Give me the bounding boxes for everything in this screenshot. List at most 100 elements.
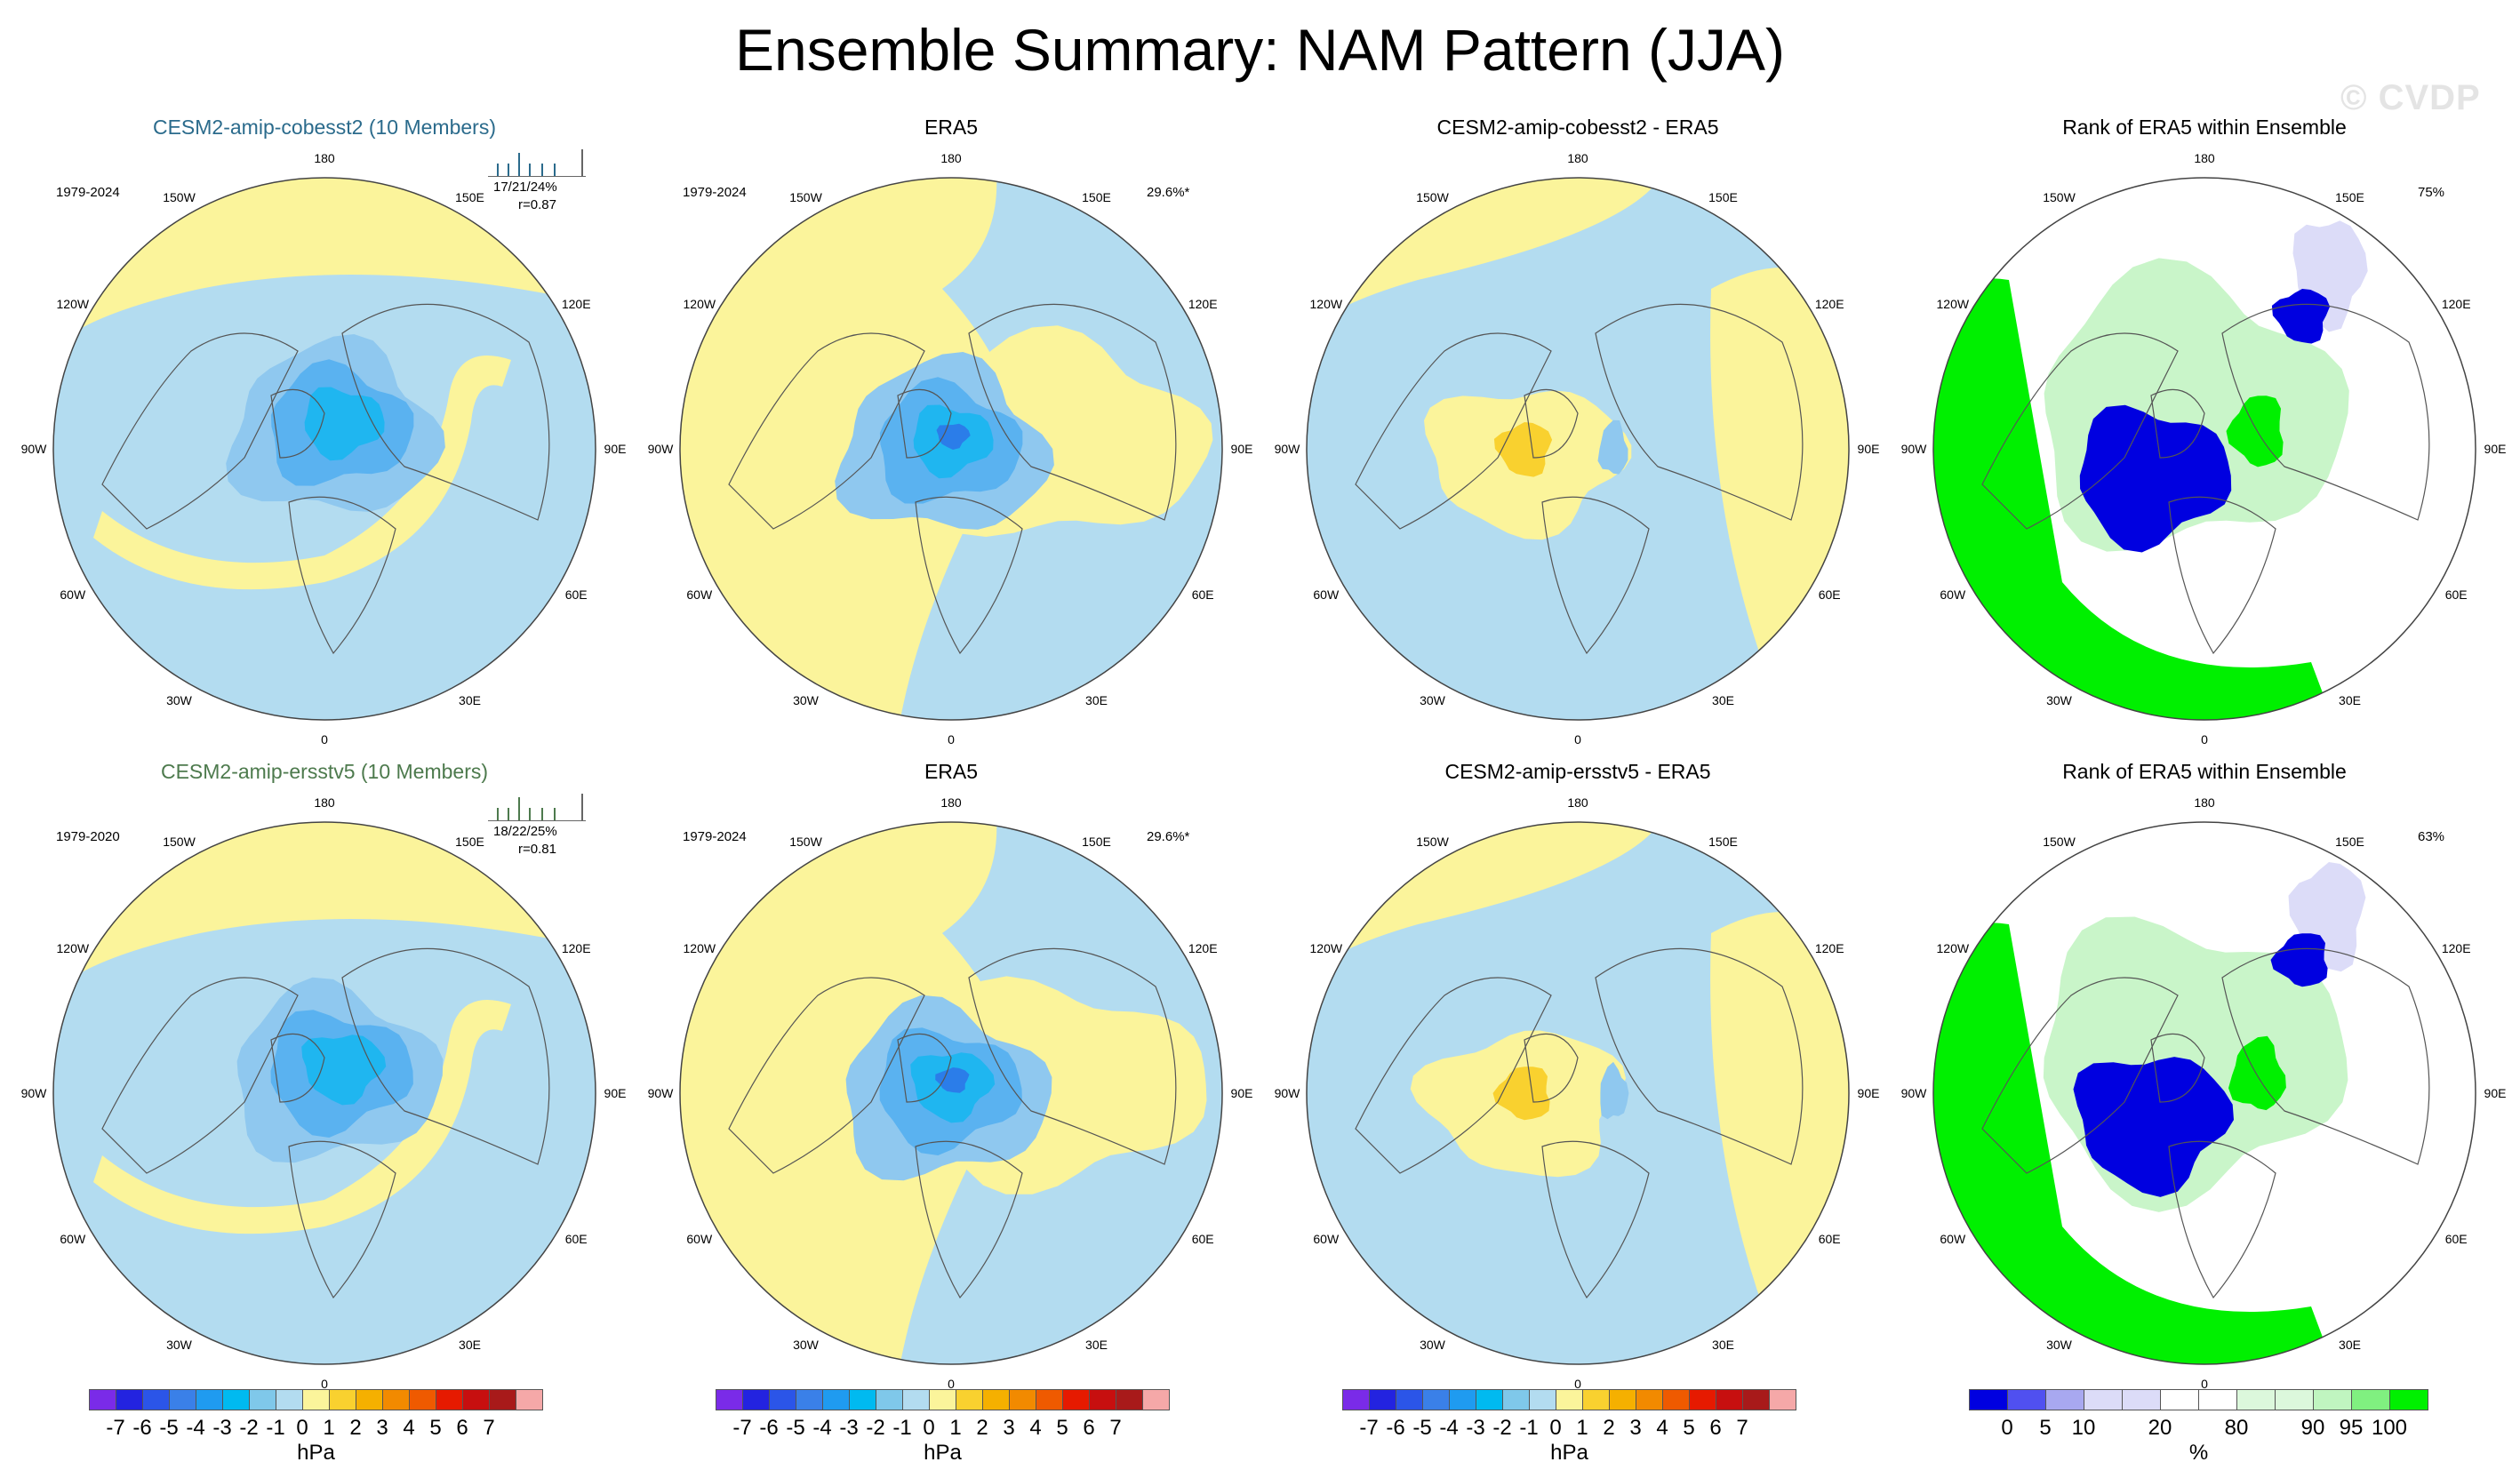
spread-tick bbox=[541, 164, 543, 176]
longitude-label: 60E bbox=[1818, 587, 1841, 602]
colorbar-cell bbox=[302, 1389, 330, 1410]
contour-neg-4 bbox=[936, 423, 971, 450]
spread-tick bbox=[581, 149, 583, 176]
rank-region-low bbox=[2073, 1057, 2234, 1197]
coastline bbox=[270, 1033, 325, 1103]
longitude-label: 180 bbox=[1567, 151, 1588, 165]
period-label: 1979-2024 bbox=[56, 185, 120, 200]
longitude-label: 120E bbox=[1814, 296, 1844, 311]
longitude-label: 120E bbox=[2441, 296, 2471, 311]
coastline bbox=[270, 388, 325, 459]
colorbar-tick-label: 4 bbox=[403, 1416, 415, 1440]
longitude-label: 90W bbox=[647, 442, 674, 456]
panel-title: ERA5 bbox=[924, 760, 979, 783]
coastline bbox=[1541, 496, 1650, 655]
figure-title: Ensemble Summary: NAM Pattern (JJA) bbox=[735, 17, 1785, 83]
colorbar-cell bbox=[1582, 1389, 1610, 1410]
colorbar-tick-label: 5 bbox=[1683, 1416, 1695, 1440]
colorbar-cell bbox=[796, 1389, 823, 1410]
longitude-label: 90W bbox=[1900, 1086, 1927, 1100]
spread-bars bbox=[488, 149, 586, 177]
longitude-label: 90W bbox=[1274, 1086, 1300, 1100]
rank-region-high-2 bbox=[2228, 1035, 2286, 1111]
longitude-label: 180 bbox=[940, 151, 962, 165]
colorbar-tick-label: 10 bbox=[2071, 1416, 2096, 1440]
colorbar-cell bbox=[716, 1389, 743, 1410]
longitude-label: 30E bbox=[459, 1338, 481, 1353]
colorbar-cell bbox=[142, 1389, 170, 1410]
longitude-label: 0 bbox=[948, 1377, 955, 1391]
colorbar-cell bbox=[2313, 1389, 2352, 1410]
polar-map bbox=[1932, 177, 2476, 721]
variance-pct-label: 17/21/24% bbox=[493, 180, 557, 195]
colorbar-cell bbox=[929, 1389, 956, 1410]
coastline bbox=[2221, 303, 2430, 521]
colorbar-cell bbox=[116, 1389, 143, 1410]
coastline bbox=[2221, 947, 2430, 1165]
polar-map bbox=[1306, 177, 1850, 721]
colorbar-tick-label: 3 bbox=[1003, 1416, 1015, 1440]
period-label: 1979-2020 bbox=[56, 829, 120, 844]
colorbar-tick-label: 20 bbox=[2148, 1416, 2172, 1440]
colorbar-cell bbox=[1742, 1389, 1770, 1410]
longitude-label: 120W bbox=[1936, 296, 1970, 311]
colorbar-tick-label: -4 bbox=[186, 1416, 205, 1440]
longitude-label: 0 bbox=[2201, 1377, 2208, 1391]
colorbar-cell bbox=[902, 1389, 930, 1410]
longitude-label: 150W bbox=[2043, 189, 2076, 204]
longitude-label: 60W bbox=[686, 1231, 713, 1246]
longitude-label: 0 bbox=[1574, 1377, 1581, 1391]
longitude-label: 120E bbox=[1188, 940, 1218, 955]
coastline bbox=[1541, 1140, 1650, 1299]
colorbar-cell bbox=[489, 1389, 516, 1410]
coastline bbox=[2168, 1140, 2276, 1299]
period-label: 1979-2024 bbox=[683, 829, 747, 844]
colorbar-tick-label: -1 bbox=[1519, 1416, 1539, 1440]
coastline bbox=[915, 496, 1023, 655]
longitude-label: 150W bbox=[1416, 189, 1449, 204]
colorbar-tick-label: -1 bbox=[266, 1416, 285, 1440]
hpa-colorbar bbox=[1342, 1389, 1796, 1410]
variance-pct-label: 18/22/25% bbox=[493, 824, 557, 839]
longitude-label: 0 bbox=[1574, 732, 1581, 747]
polar-map bbox=[52, 177, 596, 721]
field-positive-band bbox=[93, 1000, 511, 1234]
longitude-label: 180 bbox=[314, 151, 335, 165]
colorbar-units: % bbox=[2188, 1441, 2209, 1465]
colorbar-cell bbox=[1716, 1389, 1743, 1410]
longitude-label: 30E bbox=[459, 693, 481, 708]
rank-region-low-2 bbox=[2271, 289, 2331, 344]
longitude-label: 60W bbox=[686, 587, 713, 602]
coastline bbox=[1355, 332, 1552, 530]
colorbar-tick-label: -6 bbox=[759, 1416, 779, 1440]
colorbar-tick-label: 1 bbox=[323, 1416, 335, 1440]
colorbar-cell bbox=[516, 1389, 543, 1410]
colorbar-cell bbox=[169, 1389, 196, 1410]
field-positive bbox=[680, 822, 1011, 1364]
longitude-label: 60E bbox=[2444, 1231, 2468, 1246]
map-boundary bbox=[1932, 821, 2476, 1365]
explained-variance-label: 29.6%* bbox=[1147, 185, 1190, 200]
colorbar-tick-label: 1 bbox=[1576, 1416, 1588, 1440]
longitude-label: 0 bbox=[321, 1377, 328, 1391]
rank-region-high bbox=[1933, 923, 2338, 1364]
spread-tick bbox=[541, 808, 543, 820]
colorbar-cell bbox=[222, 1389, 250, 1410]
contour-neg-1 bbox=[1597, 419, 1628, 475]
longitude-label: 90E bbox=[2484, 442, 2507, 456]
map-panel: CESM2-amip-cobesst2 (10 Members) 1979-202… bbox=[13, 116, 636, 827]
longitude-label: 150E bbox=[1082, 834, 1111, 849]
colorbar-cell bbox=[1009, 1389, 1036, 1410]
colorbar-tick-label: 0 bbox=[923, 1416, 935, 1440]
longitude-label: 180 bbox=[2194, 151, 2215, 165]
longitude-label: 90W bbox=[20, 1086, 47, 1100]
panel-title: CESM2-amip-ersstv5 (10 Members) bbox=[160, 760, 489, 783]
longitude-label: 60E bbox=[1191, 1231, 1214, 1246]
longitude-label: 30W bbox=[2046, 693, 2072, 708]
colorbar-cell bbox=[1369, 1389, 1396, 1410]
colorbar-tick-label: 80 bbox=[2224, 1416, 2249, 1440]
longitude-label: 150E bbox=[2335, 834, 2364, 849]
colorbar-tick-label: -1 bbox=[892, 1416, 912, 1440]
colorbar-cell bbox=[1142, 1389, 1170, 1410]
longitude-label: 150E bbox=[2335, 189, 2364, 204]
